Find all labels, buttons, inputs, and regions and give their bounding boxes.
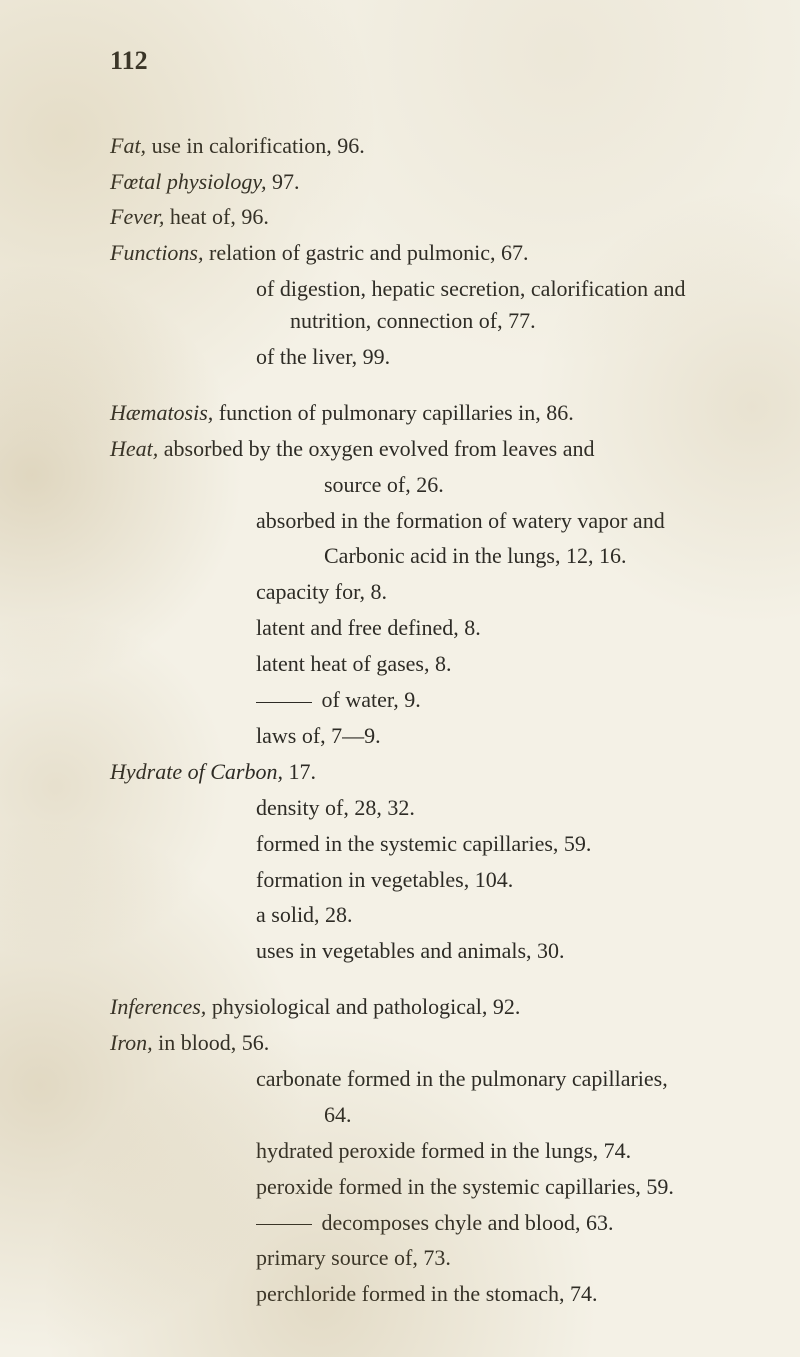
index-subentry: a solid, 28. (110, 899, 740, 931)
index-headword: Hydrate of Carbon, (110, 759, 283, 784)
index-entry: Fœtal physiology, 97. (110, 166, 740, 198)
index-subentry: formed in the systemic capillaries, 59. (110, 828, 740, 860)
index-subentry-continuation: 64. (110, 1099, 740, 1131)
index-subentry: primary source of, 73. (110, 1242, 740, 1274)
index-subentry: uses in vegetables and animals, 30. (110, 935, 740, 967)
index-headword: Fat, (110, 133, 146, 158)
index-subentry-continuation: source of, 26. (110, 469, 740, 501)
index-subentry-text: hydrated peroxide formed in the lungs, 7… (256, 1138, 631, 1163)
index-subentry-text: a solid, 28. (256, 902, 353, 927)
index-subentry: perchloride formed in the stomach, 74. (110, 1278, 740, 1310)
index-subentry: peroxide formed in the systemic capillar… (110, 1171, 740, 1203)
index-subentry-text: formation in vegetables, 104. (256, 867, 513, 892)
index-entry: Functions, relation of gastric and pulmo… (110, 237, 740, 269)
index-subentry-text: source of, 26. (324, 472, 444, 497)
index-subentry: density of, 28, 32. (110, 792, 740, 824)
index-subentry-continuation: Carbonic acid in the lungs, 12, 16. (110, 540, 740, 572)
page-body: 112 Fat, use in calorification, 96. Fœtal… (0, 0, 800, 1357)
index-subentry: laws of, 7—9. (110, 720, 740, 752)
index-entry-rest: 17. (283, 759, 316, 784)
index-subentry: of the liver, 99. (110, 341, 740, 373)
index-subentry-text: of the liver, 99. (256, 344, 390, 369)
index-subentry-text: of digestion, hepatic secretion, calorif… (256, 276, 685, 333)
ditto-rule-icon (256, 702, 312, 703)
index-entry: Hydrate of Carbon, 17. (110, 756, 740, 788)
index-headword: Heat, (110, 436, 158, 461)
index-subentry: latent and free defined, 8. (110, 612, 740, 644)
index-entry-rest: use in calorification, 96. (146, 133, 365, 158)
index-entry-rest: heat of, 96. (164, 204, 268, 229)
index-subentry: capacity for, 8. (110, 576, 740, 608)
index-subentry-text: absorbed in the formation of watery vapo… (256, 508, 665, 533)
page-number: 112 (110, 42, 740, 80)
index-subentry-text: density of, 28, 32. (256, 795, 415, 820)
index-block: Hæmatosis, function of pulmonary capilla… (110, 397, 740, 967)
index-headword: Fever, (110, 204, 164, 229)
index-entry: Iron, in blood, 56. (110, 1027, 740, 1059)
index-subentry-text: of water, 9. (316, 687, 421, 712)
index-subentry: hydrated peroxide formed in the lungs, 7… (110, 1135, 740, 1167)
index-entry-rest: function of pulmonary capillaries in, 86… (213, 400, 573, 425)
index-entry-rest: in blood, 56. (153, 1030, 270, 1055)
index-entry-rest: relation of gastric and pulmonic, 67. (204, 240, 529, 265)
index-subentry: formation in vegetables, 104. (110, 864, 740, 896)
index-entry: Hæmatosis, function of pulmonary capilla… (110, 397, 740, 429)
index-subentry-text: laws of, 7—9. (256, 723, 381, 748)
index-block: Inferences, physiological and pathologic… (110, 991, 740, 1310)
index-subentry: of water, 9. (110, 684, 740, 716)
index-entry: Heat, absorbed by the oxygen evolved fro… (110, 433, 740, 465)
index-entry-rest: absorbed by the oxygen evolved from leav… (158, 436, 594, 461)
index-content: Fat, use in calorification, 96. Fœtal phy… (110, 130, 740, 1311)
index-subentry-text: uses in vegetables and animals, 30. (256, 938, 565, 963)
index-subentry-text: latent and free defined, 8. (256, 615, 481, 640)
index-subentry: decomposes chyle and blood, 63. (110, 1207, 740, 1239)
index-subentry-text: decomposes chyle and blood, 63. (316, 1210, 614, 1235)
index-subentry-text: Carbonic acid in the lungs, 12, 16. (324, 543, 626, 568)
index-block: Fat, use in calorification, 96. Fœtal phy… (110, 130, 740, 373)
index-subentry-text: formed in the systemic capillaries, 59. (256, 831, 591, 856)
index-entry: Fat, use in calorification, 96. (110, 130, 740, 162)
index-subentry-text: carbonate formed in the pulmonary capill… (256, 1066, 668, 1091)
index-subentry: carbonate formed in the pulmonary capill… (110, 1063, 740, 1095)
index-headword: Inferences, (110, 994, 206, 1019)
index-subentry-text: primary source of, 73. (256, 1245, 451, 1270)
index-subentry: absorbed in the formation of watery vapo… (110, 505, 740, 537)
index-subentry: of digestion, hepatic secretion, calorif… (110, 273, 740, 337)
index-entry: Inferences, physiological and pathologic… (110, 991, 740, 1023)
index-headword: Fœtal physiology, (110, 169, 266, 194)
index-headword: Functions, (110, 240, 204, 265)
index-subentry-text: peroxide formed in the systemic capillar… (256, 1174, 674, 1199)
index-entry-rest: physiological and pathological, 92. (206, 994, 520, 1019)
index-subentry-text: perchloride formed in the stomach, 74. (256, 1281, 598, 1306)
index-subentry: latent heat of gases, 8. (110, 648, 740, 680)
index-headword: Iron, (110, 1030, 153, 1055)
index-entry-rest: 97. (266, 169, 299, 194)
index-subentry-text: capacity for, 8. (256, 579, 387, 604)
ditto-rule-icon (256, 1224, 312, 1225)
index-entry: Fever, heat of, 96. (110, 201, 740, 233)
index-subentry-text: latent heat of gases, 8. (256, 651, 452, 676)
index-subentry-text: 64. (324, 1102, 352, 1127)
index-headword: Hæmatosis, (110, 400, 213, 425)
